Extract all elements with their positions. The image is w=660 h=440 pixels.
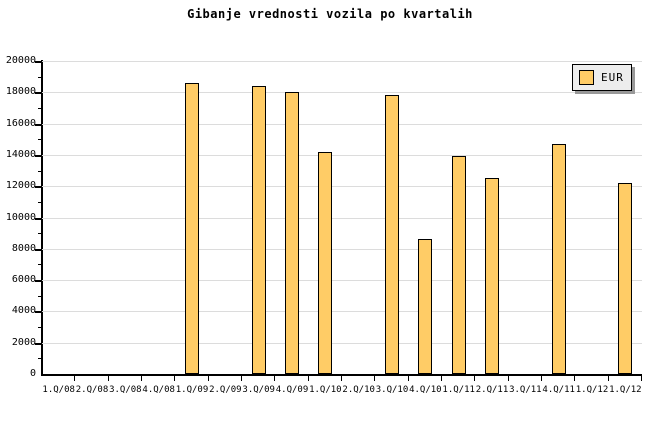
x-tick <box>341 376 342 381</box>
x-tick <box>607 376 609 381</box>
x-axis-label: 4.Q/09 <box>275 385 309 395</box>
x-axis-label: 4.Q/11 <box>542 385 575 395</box>
y-tick <box>35 248 42 251</box>
gridline <box>42 123 642 125</box>
bar <box>618 183 633 374</box>
gridline <box>42 186 642 188</box>
y-tick-label: 18000 <box>5 86 36 98</box>
x-axis-label: 2.Q/10 <box>342 385 375 395</box>
gridline <box>42 342 642 344</box>
y-tick <box>35 123 42 126</box>
x-axis-label: 1.Q/09 <box>175 385 209 395</box>
gridline <box>42 92 642 94</box>
y-minor-tick <box>38 295 42 297</box>
x-axis-label: 2.Q/11 <box>475 385 509 395</box>
y-minor-tick <box>38 107 42 109</box>
x-tick <box>407 376 409 381</box>
x-tick <box>207 376 209 381</box>
x-tick <box>274 376 276 381</box>
y-minor-tick <box>38 76 42 78</box>
bar <box>185 82 199 374</box>
gridline <box>42 248 642 250</box>
y-tick <box>35 280 42 283</box>
x-tick <box>141 376 142 381</box>
y-tick-label: 10000 <box>5 211 36 223</box>
y-tick <box>35 186 42 189</box>
x-tick <box>641 376 642 381</box>
y-tick-label: 4000 <box>11 305 36 317</box>
x-tick <box>307 376 309 381</box>
y-tick <box>35 92 42 95</box>
x-axis-label: 3.Q/10 <box>375 385 409 395</box>
y-minor-tick <box>38 139 42 141</box>
y-tick-label: 20000 <box>5 55 36 66</box>
x-axis-label: 2.Q/08 <box>75 385 109 395</box>
bar <box>251 86 266 374</box>
y-tick <box>35 154 42 157</box>
y-minor-tick <box>38 170 42 172</box>
x-axis-label: 1.Q/12 <box>575 385 609 395</box>
bar <box>318 151 333 374</box>
y-tick-label: 0 <box>29 368 36 379</box>
plot-area <box>42 61 642 374</box>
x-tick <box>441 376 442 381</box>
y-tick <box>35 61 42 63</box>
y-minor-tick <box>38 264 42 266</box>
y-tick <box>35 311 42 314</box>
y-minor-tick <box>38 327 42 329</box>
y-tick-label: 14000 <box>5 148 36 160</box>
legend-swatch-eur <box>579 70 594 85</box>
x-axis-label: 3.Q/08 <box>109 385 142 395</box>
y-tick-label: 8000 <box>11 242 36 254</box>
x-tick <box>107 376 109 381</box>
chart-title: Gibanje vrednosti vozila po kvartalih <box>187 7 473 21</box>
x-axis-line <box>41 374 642 376</box>
y-minor-tick <box>38 201 42 203</box>
y-tick <box>35 217 42 220</box>
bar <box>418 239 433 374</box>
x-tick <box>541 376 542 381</box>
x-axis-label: 4.Q/10 <box>409 385 442 395</box>
y-minor-tick <box>38 233 42 235</box>
y-tick-label: 12000 <box>5 180 36 192</box>
gridline <box>42 311 642 313</box>
y-tick <box>35 342 42 345</box>
bar <box>551 143 566 374</box>
y-minor-tick <box>38 358 42 360</box>
bar <box>485 178 499 374</box>
x-axis-label: 3.Q/09 <box>242 385 275 395</box>
bar <box>285 92 299 374</box>
x-tick <box>507 376 509 381</box>
y-tick-label: 16000 <box>5 117 36 129</box>
x-axis-label: 1.Q/11 <box>442 385 475 395</box>
y-tick-label: 6000 <box>11 274 36 286</box>
gridline <box>42 280 642 282</box>
x-axis-label: 1.Q/12 <box>609 385 642 395</box>
x-tick <box>174 376 176 381</box>
x-axis-label: 4.Q/08 <box>142 385 175 395</box>
x-axis-label: 2.Q/09 <box>209 385 242 395</box>
bar <box>385 95 399 374</box>
x-tick <box>374 376 376 381</box>
x-tick <box>74 376 76 381</box>
x-tick <box>241 376 242 381</box>
x-tick <box>474 376 476 381</box>
bar <box>451 156 466 374</box>
x-axis-label: 1.Q/08 <box>42 385 75 395</box>
x-axis-label: 3.Q/11 <box>509 385 542 395</box>
gridline <box>42 217 642 219</box>
x-tick <box>574 376 576 381</box>
legend: EUR <box>572 64 632 91</box>
y-tick-label: 2000 <box>11 336 36 348</box>
gridline <box>42 154 642 156</box>
gridline <box>42 61 642 62</box>
x-axis-label: 1.Q/10 <box>309 385 342 395</box>
legend-label: EUR <box>601 71 624 84</box>
